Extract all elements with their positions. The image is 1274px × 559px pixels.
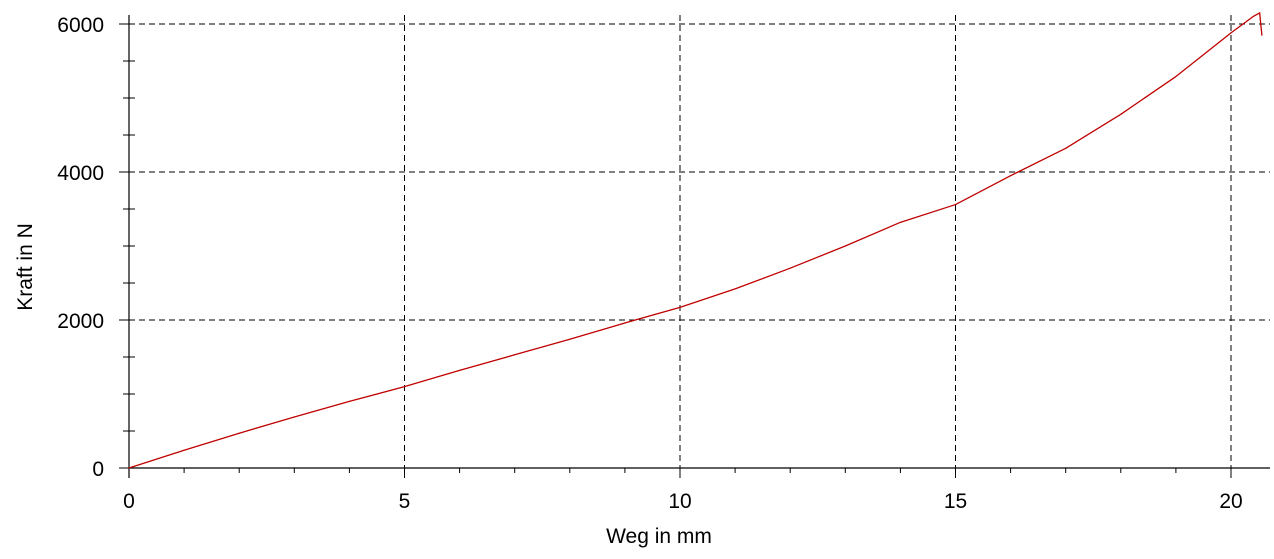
- x-tick-label: 10: [668, 490, 691, 513]
- data-point: [1010, 175, 1012, 177]
- data-point: [844, 245, 846, 247]
- y-tick-label: 6000: [57, 14, 104, 37]
- y-tick-label: 0: [92, 458, 104, 481]
- data-point: [1120, 113, 1122, 115]
- data-point: [954, 203, 957, 206]
- x-tick-label: 0: [123, 490, 135, 513]
- data-point: [789, 267, 791, 269]
- data-point: [183, 449, 185, 451]
- x-tick-label: 20: [1219, 490, 1242, 513]
- labels: 0 5 10 15 20 0 2000 4000 6000: [57, 14, 1242, 513]
- data-point: [128, 467, 130, 469]
- data-point: [1175, 75, 1177, 78]
- y-tick-label: 2000: [57, 310, 104, 333]
- data-point: [1230, 32, 1232, 34]
- y-tick-label: 4000: [57, 162, 104, 185]
- data-point: [1259, 12, 1261, 14]
- data-point: [899, 221, 902, 223]
- data-point: [238, 432, 240, 434]
- data-point: [569, 338, 571, 340]
- data-point: [624, 322, 626, 324]
- y-axis-title: Kraft in N: [14, 223, 37, 311]
- series-line: [128, 12, 1263, 469]
- data-point: [679, 306, 681, 309]
- axes: [119, 15, 1270, 478]
- data-point: [734, 288, 736, 290]
- data-point: [1065, 147, 1067, 149]
- data-point: [403, 386, 406, 388]
- series-layer: [128, 12, 1263, 469]
- data-point: [459, 369, 461, 371]
- data-point: [348, 400, 350, 402]
- grid: [129, 15, 1270, 468]
- data-point: [293, 416, 295, 418]
- x-tick-label: 15: [944, 490, 967, 513]
- x-axis-title: Weg in mm: [606, 525, 712, 548]
- x-tick-label: 5: [399, 490, 411, 513]
- data-point: [514, 354, 516, 356]
- data-point: [1252, 16, 1254, 18]
- data-point: [1261, 34, 1263, 36]
